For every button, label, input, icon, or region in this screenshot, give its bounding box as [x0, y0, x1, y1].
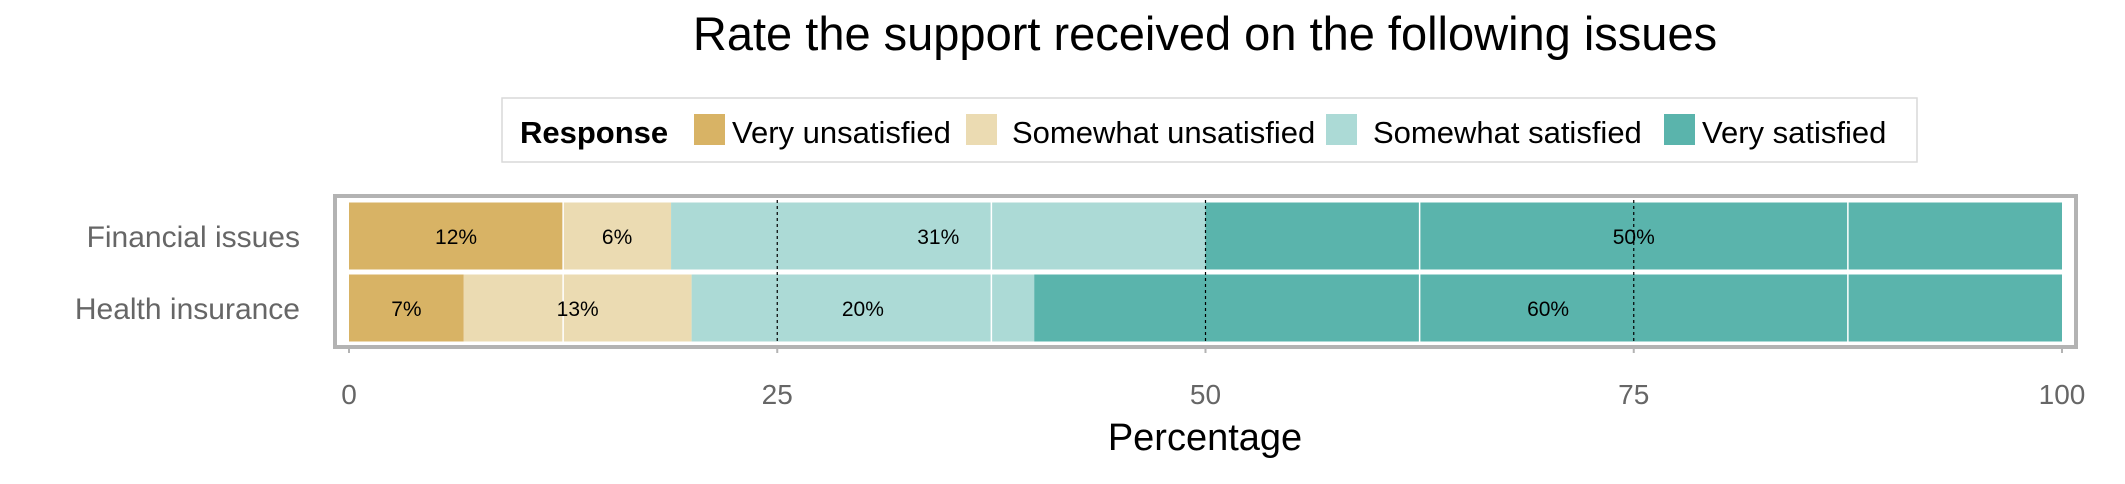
y-category-label-health-insurance: Health insurance [75, 293, 300, 326]
legend-key-somewhat-unsatisfied [966, 114, 997, 145]
x-tick-label-50: 50 [1190, 379, 1221, 410]
x-tick-label-0: 0 [341, 379, 357, 410]
legend: Response Very unsatisfied Somewhat unsatis… [501, 97, 1918, 163]
data-label-financial-issues-somewhat-satisfied: 31% [917, 226, 959, 249]
bar-health-insurance-somewhat-unsatisfied [463, 274, 692, 342]
data-label-financial-issues-very-satisfied: 50% [1613, 226, 1655, 249]
data-label-financial-issues-very-unsatisfied: 12% [435, 226, 477, 249]
legend-label-very-unsatisfied: Very unsatisfied [732, 115, 951, 150]
legend-label-somewhat-unsatisfied: Somewhat unsatisfied [1012, 115, 1315, 150]
bar-financial-issues-somewhat-satisfied [671, 202, 1206, 270]
x-axis-title: Percentage [1108, 417, 1302, 459]
data-label-health-insurance-somewhat-unsatisfied: 13% [557, 298, 599, 321]
x-tick-label-100: 100 [2039, 379, 2086, 410]
x-axis: 0 25 50 75 100 [341, 347, 2085, 410]
x-tick-label-25: 25 [762, 379, 793, 410]
legend-key-very-satisfied [1664, 114, 1695, 145]
legend-label-somewhat-satisfied: Somewhat satisfied [1373, 115, 1642, 150]
bar-health-insurance-somewhat-satisfied [691, 274, 1035, 342]
data-label-health-insurance-very-satisfied: 60% [1527, 298, 1569, 321]
legend-key-somewhat-satisfied [1326, 114, 1357, 145]
chart-title: Rate the support received on the followi… [693, 7, 1717, 60]
x-tick-label-75: 75 [1618, 379, 1649, 410]
legend-title: Response [520, 115, 668, 150]
legend-label-very-satisfied: Very satisfied [1702, 115, 1886, 150]
plot-area: 12% 6% 31% 50% 7% 13% 20% 60% [333, 194, 2078, 349]
bar-financial-issues-very-unsatisfied [349, 202, 564, 270]
bar-financial-issues-somewhat-unsatisfied [563, 202, 672, 270]
data-label-financial-issues-somewhat-unsatisfied: 6% [602, 226, 632, 249]
data-label-health-insurance-very-unsatisfied: 7% [391, 298, 421, 321]
data-label-health-insurance-somewhat-satisfied: 20% [842, 298, 884, 321]
legend-key-very-unsatisfied [694, 114, 725, 145]
y-axis: Financial issues Health insurance [75, 221, 300, 326]
bar-health-insurance-very-unsatisfied [349, 274, 464, 342]
y-category-label-financial-issues: Financial issues [87, 221, 300, 254]
